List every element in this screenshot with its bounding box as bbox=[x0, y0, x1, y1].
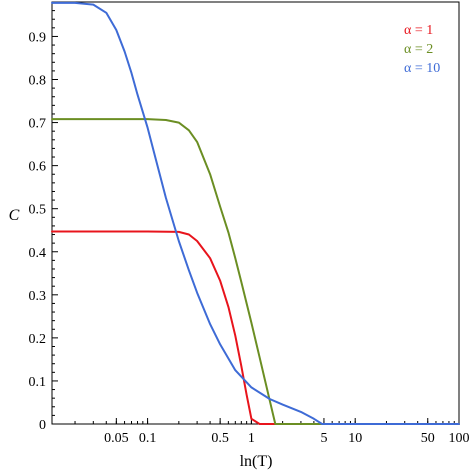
y-tick-label: 0 bbox=[39, 418, 46, 433]
series-lines bbox=[51, 1, 460, 425]
y-axis-ticks: 0 0.1 0.2 0.3 0.4 0.5 0.6 0.7 0.8 0.9 bbox=[29, 30, 58, 433]
y-tick-label: 0.9 bbox=[29, 30, 47, 45]
plot-frame bbox=[51, 1, 460, 425]
x-tick-label: 10 bbox=[348, 431, 362, 446]
series-line-2 bbox=[51, 118, 460, 425]
minor-ticks bbox=[52, 10, 455, 424]
series-line-3 bbox=[51, 1, 460, 425]
legend: α = 1 α = 2 α = 10 bbox=[404, 23, 440, 76]
x-tick-label: 0.5 bbox=[211, 431, 229, 446]
y-tick-label: 0.1 bbox=[29, 375, 47, 390]
x-tick-label: 50 bbox=[421, 431, 435, 446]
y-tick-label: 0.7 bbox=[29, 117, 47, 132]
y-axis-label: C bbox=[9, 207, 20, 224]
x-tick-label: 100 bbox=[449, 431, 470, 446]
y-tick-label: 0.3 bbox=[29, 289, 47, 304]
y-tick-label: 0.5 bbox=[29, 203, 47, 218]
x-axis-ticks: 0.05 0.1 0.5 1 5 10 50 100 bbox=[104, 418, 470, 446]
x-tick-label: 0.05 bbox=[104, 431, 129, 446]
y-tick-label: 0.2 bbox=[29, 332, 47, 347]
y-tick-label: 0.6 bbox=[29, 160, 47, 175]
legend-entry-1: α = 1 bbox=[404, 23, 433, 38]
y-tick-label: 0.4 bbox=[29, 246, 47, 261]
legend-entry-3: α = 10 bbox=[404, 61, 440, 76]
x-tick-label: 0.1 bbox=[139, 431, 157, 446]
series-line-1 bbox=[51, 230, 460, 425]
y-tick-label: 0.8 bbox=[29, 74, 47, 89]
legend-entry-2: α = 2 bbox=[404, 42, 433, 57]
x-tick-label: 1 bbox=[248, 431, 255, 446]
x-tick-label: 5 bbox=[320, 431, 327, 446]
x-axis-label: ln(T) bbox=[240, 453, 273, 470]
